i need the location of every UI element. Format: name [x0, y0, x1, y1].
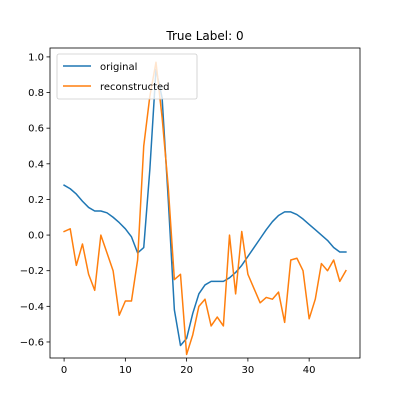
y-tick-label: −0.6 [20, 337, 44, 348]
y-tick-label: −0.4 [20, 302, 44, 313]
ticks-group: 0 10 20 30 40 −0.6 −0.4 −0.2 0.0 0.2 0.4 0.6 0.8 1.0 [20, 52, 316, 376]
x-tick-label: 40 [303, 365, 316, 376]
y-tick-label: 0.2 [28, 195, 44, 206]
legend: original reconstructed [56, 53, 198, 100]
series-group [63, 61, 347, 356]
y-tick-label: 0.4 [28, 159, 44, 170]
x-tick-label: 0 [61, 365, 67, 376]
legend-box [56, 53, 198, 100]
y-tick-label: 0.6 [28, 124, 44, 135]
chart-title: True Label: 0 [165, 29, 243, 43]
plot-frame [49, 47, 361, 359]
x-tick-label: 10 [119, 365, 132, 376]
legend-label-reconstructed: reconstructed [100, 82, 170, 93]
y-tick-label: −0.2 [20, 266, 44, 277]
y-tick-label: 0.0 [28, 231, 44, 242]
y-tick-label: 1.0 [28, 52, 44, 63]
legend-label-original: original [100, 62, 137, 73]
x-tick-label: 30 [242, 365, 255, 376]
series-line-reconstructed [63, 61, 347, 356]
y-tick-label: 0.8 [28, 88, 44, 99]
series-line-original [63, 68, 347, 347]
x-tick-label: 20 [180, 365, 193, 376]
